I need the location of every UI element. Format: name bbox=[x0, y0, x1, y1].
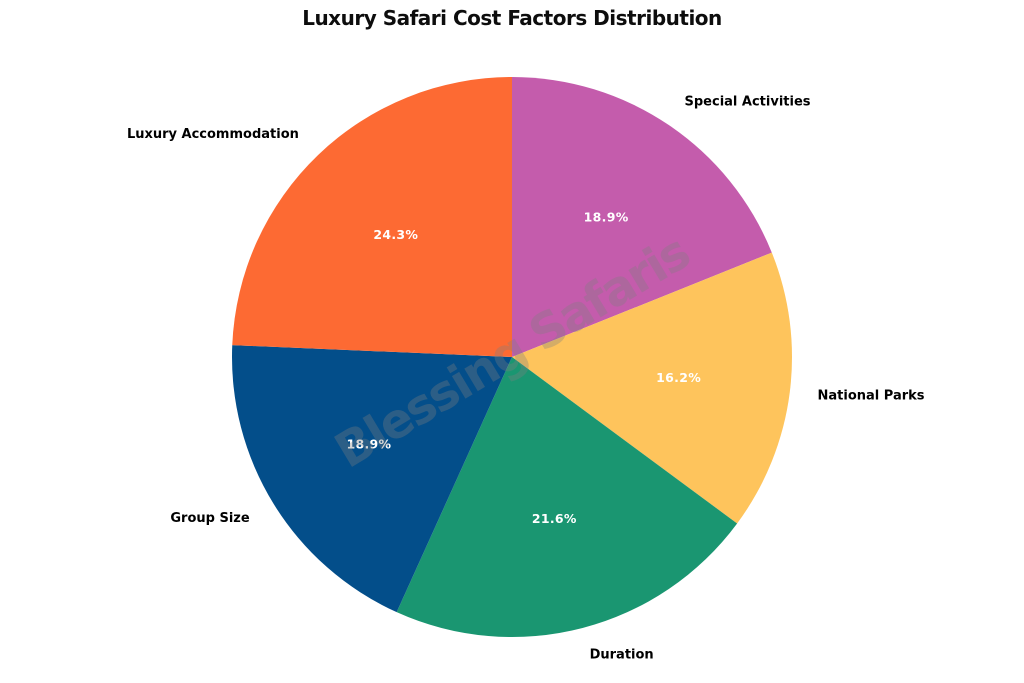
pie-category-label-duration: Duration bbox=[590, 648, 654, 663]
pie-slice-group-size bbox=[231, 345, 512, 613]
pie-slice-national-parks bbox=[512, 252, 793, 524]
pie-pct-label-national-parks: 16.2% bbox=[656, 370, 701, 385]
pie-pct-label-duration: 21.6% bbox=[532, 511, 577, 526]
pie-slice-special-activities bbox=[512, 77, 772, 357]
pie-category-label-luxury-accommodation: Luxury Accommodation bbox=[127, 127, 299, 142]
chart-title: Luxury Safari Cost Factors Distribution bbox=[302, 6, 722, 30]
pie-slice-luxury-accommodation bbox=[232, 77, 512, 357]
pie-pct-label-group-size: 18.9% bbox=[346, 437, 391, 452]
pie-category-label-group-size: Group Size bbox=[170, 511, 249, 526]
pie-category-label-special-activities: Special Activities bbox=[685, 94, 811, 109]
pie-pct-label-luxury-accommodation: 24.3% bbox=[373, 227, 418, 242]
pie-slice-duration bbox=[396, 357, 738, 637]
pie-category-label-national-parks: National Parks bbox=[818, 389, 925, 404]
pie-pct-label-special-activities: 18.9% bbox=[584, 209, 629, 224]
